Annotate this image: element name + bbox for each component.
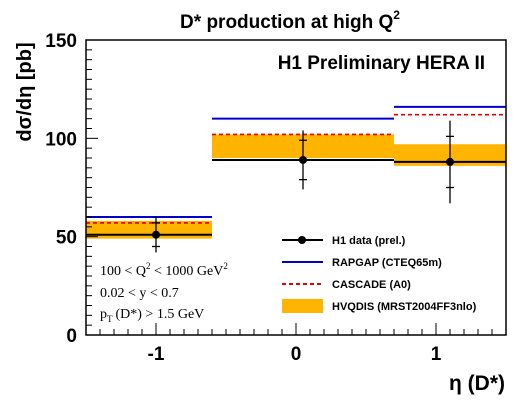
- legend-label-hvqdis: HVQDIS (MRST2004FF3nlo): [332, 301, 477, 313]
- legend-entry-hvqdis: HVQDIS (MRST2004FF3nlo): [282, 299, 477, 313]
- y-axis-label: dσ/dη [pb]: [14, 42, 36, 141]
- data-point: [299, 155, 307, 164]
- y-tick-label: 50: [56, 228, 77, 249]
- chart-title-main: D* production at high Q: [180, 12, 393, 33]
- x-axis-ticks: -1 0 1: [85, 323, 507, 365]
- legend-entry-rapgap: RAPGAP (CTEQ65m): [282, 257, 442, 269]
- legend-entry-h1-data: H1 data (prel.): [282, 235, 406, 247]
- chart-title: D* production at high Q2: [180, 8, 400, 33]
- y-tick-label: 0: [66, 326, 77, 347]
- x-tick-label: 0: [291, 344, 302, 365]
- experiment-label: H1 Preliminary HERA II: [278, 53, 485, 74]
- data-point: [446, 157, 454, 166]
- y-tick-label: 100: [45, 129, 77, 150]
- data-point: [152, 230, 160, 239]
- cuts-annotation: 100 < Q2 < 1000 GeV2 0.02 < y < 0.7 pT (D…: [100, 261, 228, 324]
- x-tick-label: 1: [431, 344, 442, 365]
- x-tick-label: -1: [148, 344, 165, 365]
- cut-q2: 100 < Q2 < 1000 GeV2: [100, 261, 228, 279]
- legend-entry-cascade: CASCADE (A0): [282, 279, 411, 291]
- legend-label-cascade: CASCADE (A0): [332, 279, 411, 291]
- cut-y: 0.02 < y < 0.7: [100, 286, 179, 301]
- cut-pt: pT (D*) > 1.5 GeV: [100, 307, 204, 324]
- y-axis-ticks: 0 50 100 150: [45, 31, 98, 347]
- chart-title-sup: 2: [393, 8, 400, 22]
- legend: H1 data (prel.) RAPGAP (CTEQ65m) CASCADE…: [282, 235, 477, 313]
- legend-label-h1-data: H1 data (prel.): [332, 235, 406, 247]
- y-tick-label: 150: [45, 31, 77, 52]
- h1-data-points: [86, 120, 506, 253]
- x-axis-label: η (D*): [449, 372, 505, 395]
- legend-label-rapgap: RAPGAP (CTEQ65m): [332, 257, 442, 269]
